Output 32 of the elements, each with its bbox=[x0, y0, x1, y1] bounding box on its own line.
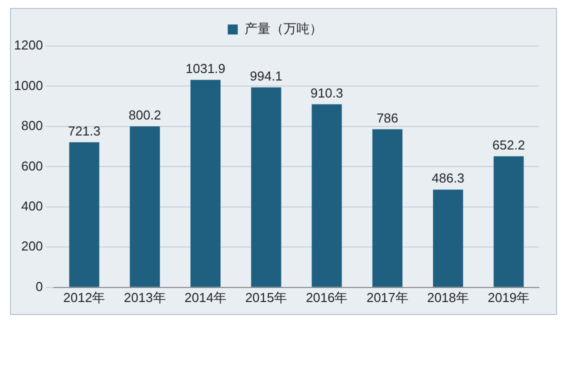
bar bbox=[433, 190, 464, 287]
x-tick-label: 2013年 bbox=[124, 290, 166, 305]
x-tick-label: 2016年 bbox=[306, 290, 348, 305]
y-tick-label: 1200 bbox=[14, 38, 43, 53]
x-tick-label: 2019年 bbox=[488, 290, 530, 305]
y-tick-label: 800 bbox=[21, 118, 43, 134]
data-label: 786 bbox=[376, 110, 398, 126]
legend-label: 产量（万吨） bbox=[244, 21, 322, 36]
bar bbox=[190, 80, 221, 287]
x-tick-label: 2012年 bbox=[63, 290, 106, 305]
x-tick-label: 2014年 bbox=[184, 290, 226, 305]
y-tick-label: 600 bbox=[21, 158, 43, 174]
y-tick-label: 400 bbox=[21, 198, 43, 214]
bar bbox=[130, 126, 160, 287]
data-label: 486.3 bbox=[432, 170, 464, 186]
y-tick-label: 1000 bbox=[14, 78, 43, 93]
bar bbox=[372, 129, 402, 287]
bar bbox=[251, 87, 282, 287]
x-tick-label: 2017年 bbox=[366, 290, 408, 305]
data-label: 1031.9 bbox=[186, 60, 226, 76]
x-tick-label: 2018年 bbox=[427, 290, 470, 305]
y-tick-label: 0 bbox=[36, 278, 43, 294]
data-label: 721.3 bbox=[68, 123, 101, 138]
y-tick-label: 200 bbox=[21, 238, 43, 254]
bar bbox=[494, 156, 524, 287]
data-label: 652.2 bbox=[492, 137, 525, 152]
bar bbox=[69, 142, 100, 287]
data-label: 910.3 bbox=[310, 85, 344, 100]
data-label: 800.2 bbox=[128, 108, 162, 123]
data-label: 994.1 bbox=[250, 68, 282, 84]
x-tick-label: 2015年 bbox=[245, 290, 288, 305]
bar bbox=[312, 104, 342, 287]
